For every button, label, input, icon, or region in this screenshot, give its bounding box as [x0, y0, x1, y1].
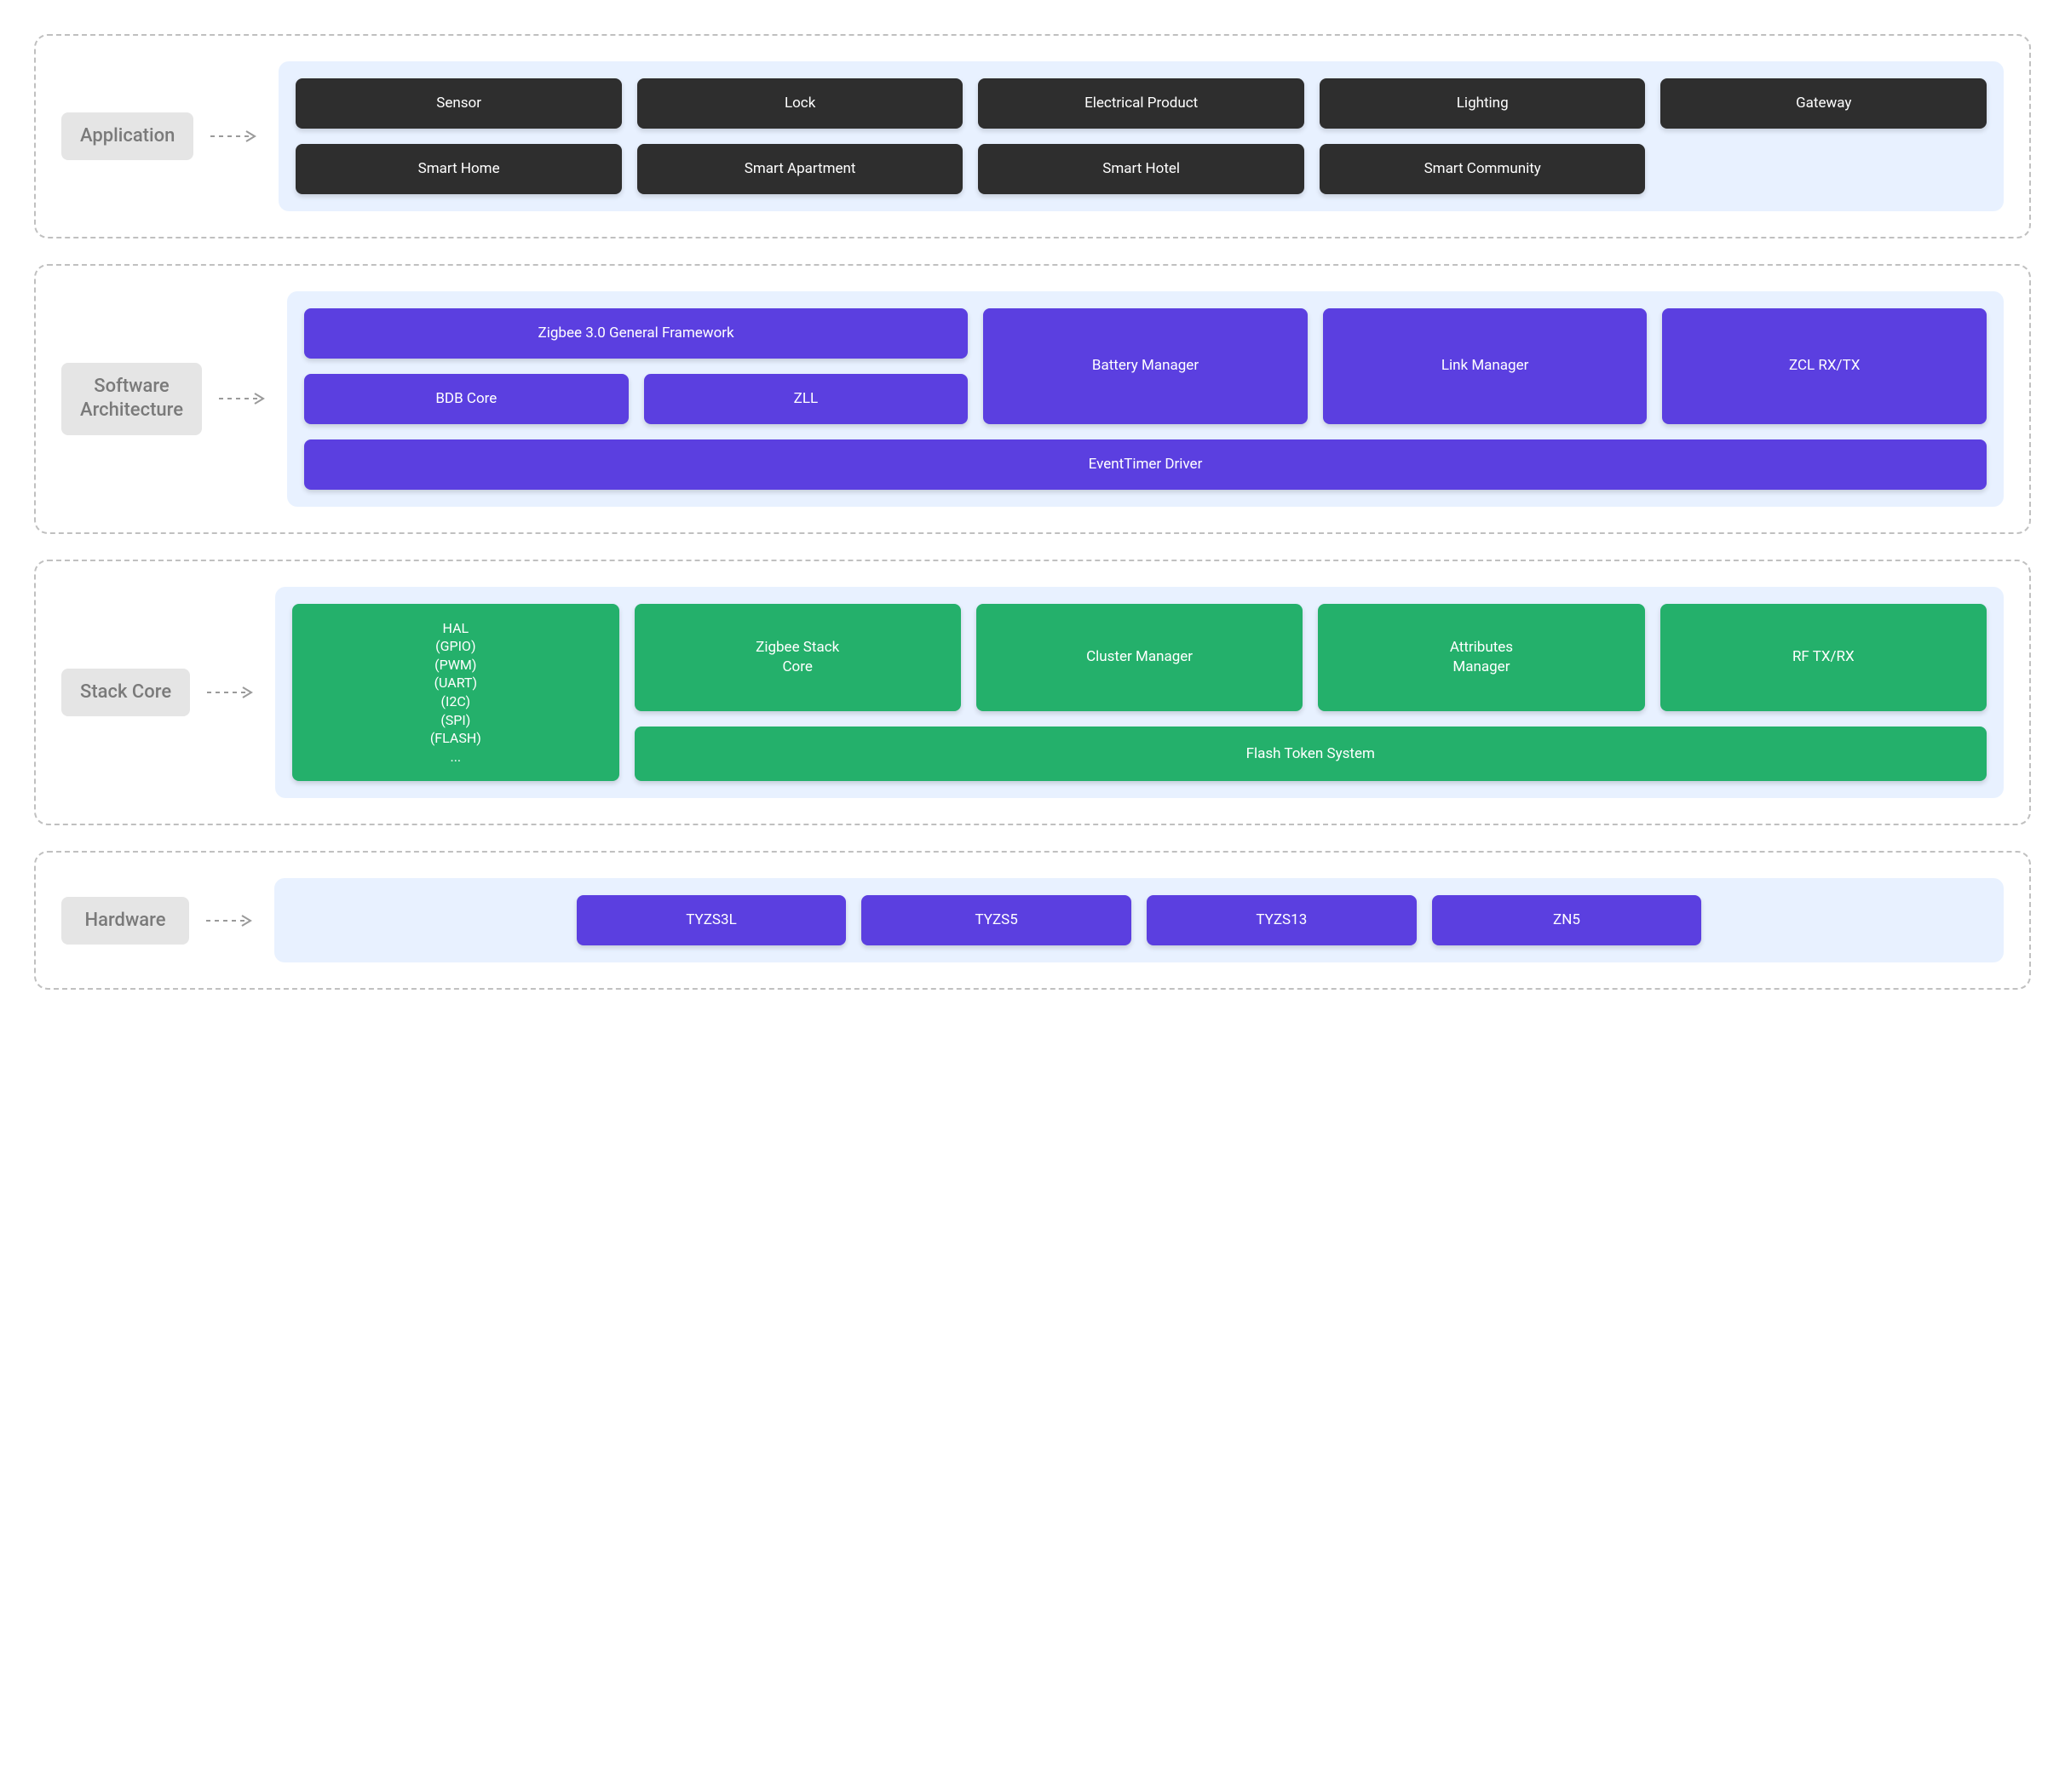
box-gateway: Gateway	[1660, 78, 1987, 129]
layer-label-hardware: Hardware	[61, 897, 189, 945]
box-zn5: ZN5	[1432, 895, 1702, 945]
arrow-icon	[210, 128, 262, 145]
layer-hardware: Hardware TYZS3L TYZS5 TYZS13 ZN5	[34, 851, 2031, 990]
box-tyzs5: TYZS5	[861, 895, 1131, 945]
box-sensor: Sensor	[296, 78, 622, 129]
box-tyzs13: TYZS13	[1147, 895, 1417, 945]
layer-label-application: Application	[61, 112, 193, 161]
panel-application: Sensor Lock Electrical Product Lighting …	[279, 61, 2004, 211]
box-smart-hotel: Smart Hotel	[978, 144, 1304, 194]
box-attributes-manager: Attributes Manager	[1318, 604, 1644, 711]
layer-application: Application Sensor Lock Electrical Produ…	[34, 34, 2031, 238]
panel-software: Zigbee 3.0 General Framework Battery Man…	[287, 291, 2004, 507]
box-cluster-manager: Cluster Manager	[976, 604, 1303, 711]
arrow-icon	[219, 390, 270, 407]
panel-hardware: TYZS3L TYZS5 TYZS13 ZN5	[274, 878, 2004, 962]
box-zigbee-stack-core: Zigbee Stack Core	[635, 604, 961, 711]
box-link-manager: Link Manager	[1323, 308, 1648, 424]
box-bdb-core: BDB Core	[304, 374, 629, 424]
box-smart-home: Smart Home	[296, 144, 622, 194]
box-flash-token-system: Flash Token System	[635, 727, 1987, 782]
layer-label-stackcore: Stack Core	[61, 669, 190, 717]
box-lighting: Lighting	[1320, 78, 1646, 129]
layer-software-architecture: Software Architecture Zigbee 3.0 General…	[34, 264, 2031, 534]
box-smart-apartment: Smart Apartment	[637, 144, 963, 194]
box-zll: ZLL	[644, 374, 969, 424]
box-hal: HAL (GPIO) (PWM) (UART) (I2C) (SPI) (FLA…	[292, 604, 618, 782]
box-rf-tx-rx: RF TX/RX	[1660, 604, 1987, 711]
layer-label-software: Software Architecture	[61, 363, 202, 435]
box-battery-manager: Battery Manager	[983, 308, 1308, 424]
box-smart-community: Smart Community	[1320, 144, 1646, 194]
arrow-icon	[207, 684, 258, 701]
box-tyzs3l: TYZS3L	[577, 895, 847, 945]
arrow-icon	[206, 912, 257, 929]
box-electrical-product: Electrical Product	[978, 78, 1304, 129]
box-lock: Lock	[637, 78, 963, 129]
layer-stack-core: Stack Core HAL (GPIO) (PWM) (UART) (I2C)…	[34, 560, 2031, 826]
box-zcl-rx-tx: ZCL RX/TX	[1662, 308, 1987, 424]
panel-stackcore: HAL (GPIO) (PWM) (UART) (I2C) (SPI) (FLA…	[275, 587, 2004, 799]
box-zigbee-framework: Zigbee 3.0 General Framework	[304, 308, 968, 359]
box-event-timer-driver: EventTimer Driver	[304, 439, 1987, 490]
